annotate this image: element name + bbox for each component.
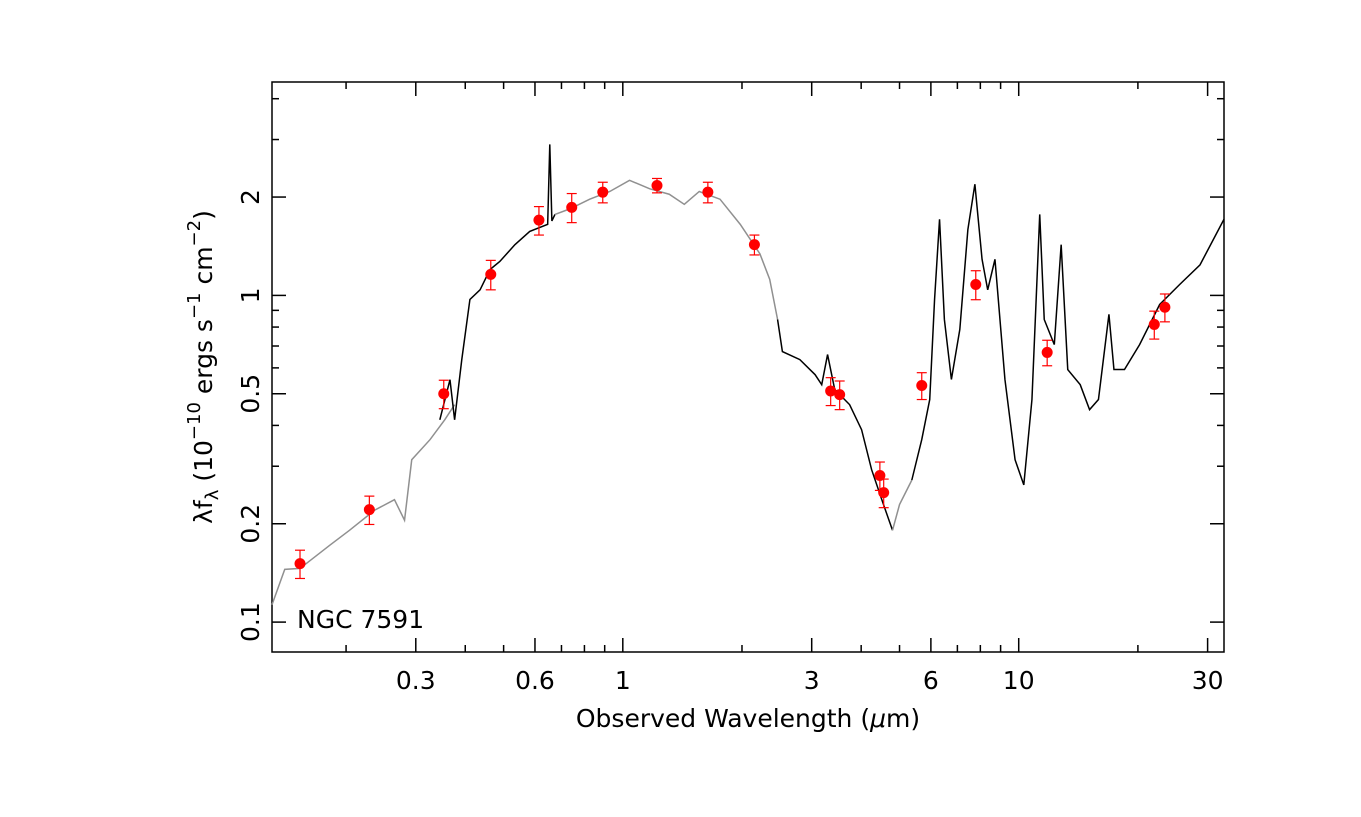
x-axis-label-part: μ <box>869 704 886 733</box>
spectrum-line <box>271 404 456 606</box>
data-point <box>834 389 846 401</box>
data-point <box>651 179 663 191</box>
y-axis-label-part: λ <box>202 489 223 500</box>
spectrum-line <box>554 179 779 320</box>
x-tick-label: 1 <box>615 666 631 695</box>
data-point <box>878 487 890 499</box>
x-axis-label: Observed Wavelength (μm) <box>576 704 920 733</box>
data-point <box>294 558 306 570</box>
x-tick-label: 6 <box>923 666 939 695</box>
x-axis-label-part: m) <box>886 704 920 733</box>
data-point <box>533 214 545 226</box>
data-point <box>748 239 760 251</box>
x-axis-label-part: Observed Wavelength ( <box>576 704 870 733</box>
spectrum-line <box>439 144 556 421</box>
data-point <box>566 201 578 213</box>
data-point <box>970 278 982 290</box>
spectrum-line <box>911 184 1225 486</box>
y-tick-label: 2 <box>236 189 265 205</box>
spectrum-line <box>776 319 894 531</box>
data-point <box>825 385 837 397</box>
data-point <box>916 379 928 391</box>
x-tick-label: 10 <box>1003 666 1035 695</box>
plot-frame <box>271 81 1225 653</box>
y-tick-label: 0.1 <box>236 602 265 642</box>
data-point <box>1148 318 1160 330</box>
y-tick-label: 0.2 <box>236 504 265 544</box>
data-point <box>702 186 714 198</box>
spectrum-line <box>891 479 913 531</box>
data-point <box>597 186 609 198</box>
y-axis-label-part: −10 <box>184 402 205 440</box>
y-axis-label: λfλ (10−10 ergs s−1 cm−2) <box>184 210 223 524</box>
data-point <box>1041 346 1053 358</box>
y-axis-label-part: −1 <box>184 292 205 319</box>
x-tick-label: 30 <box>1192 666 1224 695</box>
annotation: NGC 7591 <box>297 605 424 634</box>
y-axis-label-part: (10 <box>189 440 218 490</box>
data-point <box>485 268 497 280</box>
data-point <box>438 388 450 400</box>
y-tick-label: 0.5 <box>236 374 265 414</box>
data-point <box>363 504 375 516</box>
y-axis-label-part: ergs s <box>189 319 218 402</box>
x-tick-label: 0.6 <box>515 666 555 695</box>
y-tick-label: 1 <box>236 287 265 303</box>
y-axis-label-part: ) <box>189 210 218 220</box>
y-axis-label-part: cm <box>189 246 218 292</box>
data-point <box>1159 301 1171 313</box>
x-tick-label: 0.3 <box>396 666 436 695</box>
data-point <box>874 470 886 482</box>
y-axis-label-part: λf <box>189 499 218 524</box>
x-tick-label: 3 <box>804 666 820 695</box>
y-axis-label-part: −2 <box>184 220 205 247</box>
